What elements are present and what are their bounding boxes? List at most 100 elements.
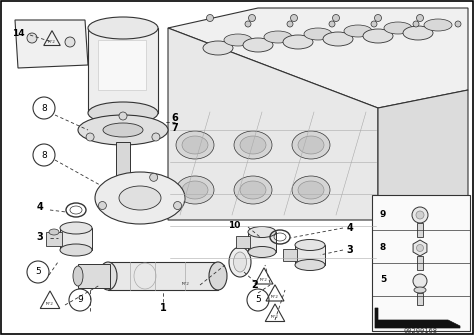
- Ellipse shape: [283, 35, 313, 49]
- Text: 8: 8: [41, 150, 47, 159]
- Text: 4: 4: [346, 223, 354, 233]
- Ellipse shape: [103, 123, 143, 137]
- Ellipse shape: [176, 131, 214, 159]
- Ellipse shape: [99, 262, 117, 290]
- Ellipse shape: [304, 28, 332, 40]
- Text: 00200168: 00200168: [404, 328, 438, 334]
- Ellipse shape: [119, 186, 161, 210]
- Text: 9: 9: [77, 295, 83, 305]
- Circle shape: [150, 173, 158, 181]
- Ellipse shape: [298, 181, 324, 199]
- Text: M/2: M/2: [48, 40, 56, 44]
- Bar: [78, 264, 110, 288]
- Text: 8: 8: [41, 104, 47, 113]
- Text: M/2: M/2: [260, 278, 268, 282]
- Ellipse shape: [88, 17, 158, 39]
- Ellipse shape: [229, 247, 251, 277]
- Ellipse shape: [295, 260, 325, 270]
- Circle shape: [27, 33, 37, 43]
- Ellipse shape: [95, 172, 185, 224]
- Text: 5: 5: [380, 274, 386, 283]
- Text: 5: 5: [35, 268, 41, 276]
- Ellipse shape: [414, 287, 426, 293]
- Circle shape: [245, 21, 251, 27]
- Ellipse shape: [88, 102, 158, 124]
- Text: 3: 3: [36, 232, 44, 242]
- Ellipse shape: [78, 115, 168, 145]
- Text: 14: 14: [12, 28, 24, 38]
- Polygon shape: [15, 20, 88, 68]
- Bar: [46, 232, 62, 246]
- Bar: [283, 249, 297, 261]
- Circle shape: [65, 37, 75, 47]
- Bar: [60, 228, 92, 250]
- Bar: [417, 223, 423, 237]
- Ellipse shape: [224, 34, 252, 46]
- Text: 5: 5: [255, 295, 261, 305]
- Circle shape: [332, 14, 339, 21]
- Ellipse shape: [73, 266, 83, 286]
- Text: 3: 3: [346, 245, 354, 255]
- Text: M/2: M/2: [271, 295, 279, 299]
- Text: 1: 1: [160, 303, 166, 313]
- Circle shape: [412, 207, 428, 223]
- Circle shape: [417, 245, 423, 252]
- Bar: [236, 236, 250, 248]
- Ellipse shape: [182, 136, 208, 154]
- Text: 2: 2: [252, 280, 258, 290]
- Ellipse shape: [234, 176, 272, 204]
- Ellipse shape: [209, 262, 227, 290]
- Text: 6: 6: [172, 113, 178, 123]
- Ellipse shape: [384, 22, 412, 34]
- Bar: [88, 28, 158, 113]
- Ellipse shape: [240, 136, 266, 154]
- Ellipse shape: [248, 226, 276, 238]
- Bar: [98, 40, 146, 90]
- Ellipse shape: [240, 181, 266, 199]
- Circle shape: [248, 14, 255, 21]
- Ellipse shape: [344, 25, 372, 37]
- Circle shape: [329, 21, 335, 27]
- Bar: [295, 245, 325, 265]
- Ellipse shape: [60, 244, 92, 256]
- Ellipse shape: [248, 247, 276, 258]
- Ellipse shape: [424, 19, 452, 31]
- Bar: [417, 256, 423, 270]
- Ellipse shape: [243, 38, 273, 52]
- Ellipse shape: [49, 229, 59, 235]
- Circle shape: [99, 202, 106, 209]
- Text: M/2: M/2: [271, 315, 279, 319]
- Ellipse shape: [60, 222, 92, 234]
- Circle shape: [291, 14, 298, 21]
- Ellipse shape: [176, 176, 214, 204]
- Bar: [248, 232, 276, 252]
- Ellipse shape: [323, 32, 353, 46]
- Circle shape: [413, 21, 419, 27]
- Ellipse shape: [203, 41, 233, 55]
- Ellipse shape: [234, 252, 246, 272]
- Ellipse shape: [403, 26, 433, 40]
- Circle shape: [417, 14, 423, 21]
- Circle shape: [173, 202, 182, 209]
- Circle shape: [374, 14, 382, 21]
- Ellipse shape: [116, 177, 130, 184]
- Ellipse shape: [363, 29, 393, 43]
- Text: 9: 9: [380, 209, 386, 218]
- Text: 7: 7: [172, 123, 178, 133]
- Circle shape: [416, 211, 424, 219]
- Circle shape: [207, 14, 213, 21]
- Text: M/2: M/2: [46, 302, 54, 306]
- Circle shape: [371, 21, 377, 27]
- Polygon shape: [375, 308, 460, 328]
- Circle shape: [86, 133, 94, 141]
- Ellipse shape: [182, 181, 208, 199]
- Circle shape: [152, 133, 160, 141]
- Bar: [116, 142, 130, 180]
- Text: 10: 10: [228, 220, 240, 229]
- Text: 8: 8: [380, 243, 386, 252]
- Polygon shape: [413, 240, 427, 256]
- Ellipse shape: [298, 136, 324, 154]
- Text: 4: 4: [36, 202, 44, 212]
- Ellipse shape: [234, 131, 272, 159]
- Polygon shape: [378, 90, 468, 220]
